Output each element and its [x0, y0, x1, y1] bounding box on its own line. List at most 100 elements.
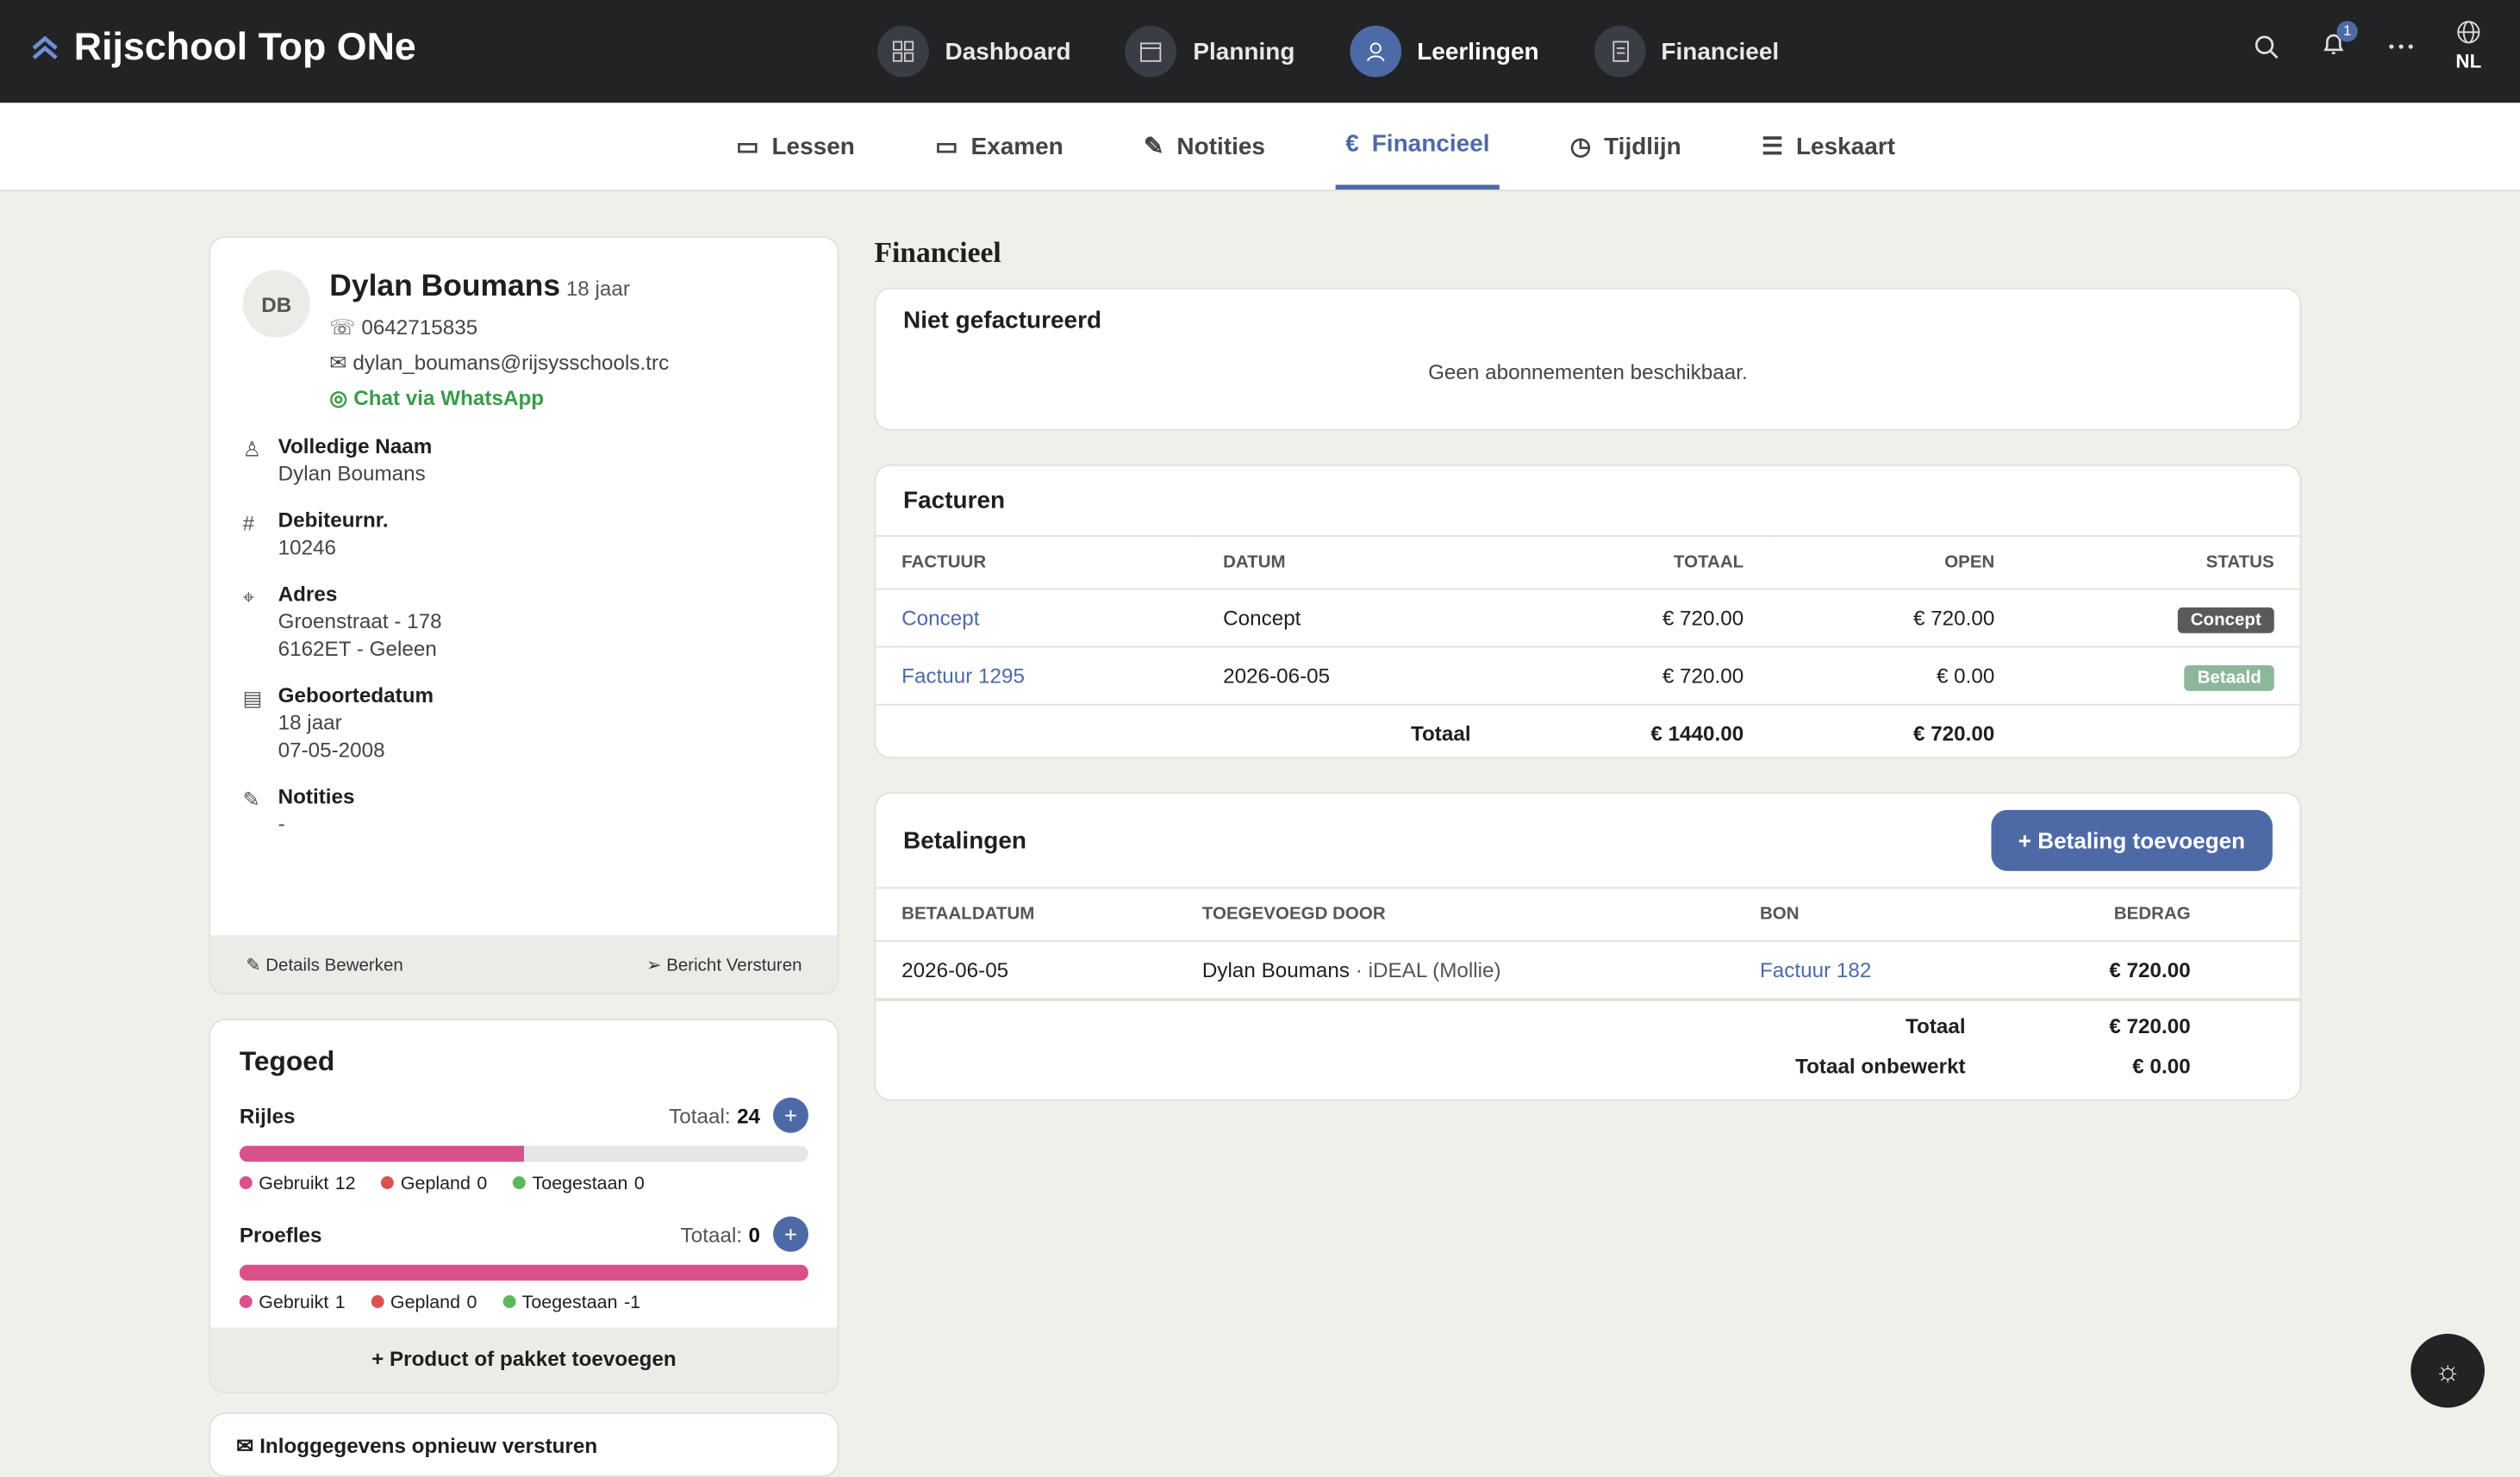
- nav-item[interactable]: Financieel: [1594, 25, 1779, 78]
- email: ✉ dylan_boumans@rijsysschools.trc: [329, 350, 670, 375]
- message-button[interactable]: ➢ Bericht Versturen: [646, 955, 802, 975]
- tab[interactable]: € Financieel: [1336, 103, 1500, 190]
- credit-name: Rijles: [239, 1103, 296, 1128]
- cell: € 720.00: [1769, 589, 2021, 648]
- card-title: Niet gefactureerd: [903, 307, 1102, 334]
- card-title: Facturen: [903, 487, 1006, 514]
- tab-label: Lessen: [771, 132, 855, 160]
- add-payment-button[interactable]: + Betaling toevoegen: [1991, 809, 2273, 871]
- brand-name: Rijschool Top ONe: [73, 25, 416, 70]
- legend-dot: [239, 1295, 253, 1308]
- cell: € 0.00: [1769, 646, 2021, 706]
- cell: € 720.00: [1496, 646, 1770, 706]
- profile-card: DB Dylan Boumans 18 jaar ☏ 0642715835 ✉ …: [209, 236, 839, 995]
- add-credit-button[interactable]: +: [772, 1216, 808, 1252]
- add-product[interactable]: + Product of pakket toevoegen: [210, 1327, 838, 1392]
- tab[interactable]: ▭ Examen: [935, 132, 1064, 161]
- tab[interactable]: ◷ Tijdlijn: [1569, 132, 1681, 161]
- status-badge: Betaald: [2184, 665, 2274, 691]
- credit-fill: [239, 1145, 524, 1162]
- field-label: Geboortedatum: [278, 682, 434, 707]
- cell: · iDEAL (Mollie): [1355, 957, 1501, 982]
- whatsapp-label: Chat via WhatsApp: [353, 385, 545, 410]
- credit-card: Tegoed Rijles Totaal: 24 + Gebruikt 12 Gepland…: [209, 1019, 839, 1393]
- invoices-table: FACTUUR DATUM TOTAAL OPEN STATUS Concept Conc…: [876, 534, 2300, 757]
- receipt-link[interactable]: Factuur 182: [1734, 940, 1978, 1000]
- nav-item[interactable]: Dashboard: [877, 25, 1071, 78]
- cell: 2026-06-05: [1197, 646, 1497, 706]
- total-label: Totaal:: [669, 1103, 731, 1128]
- column-header: TOEGEVOEGD DOOR: [1176, 887, 1735, 942]
- legend-label: Gebruikt: [259, 1175, 329, 1194]
- phone: ☏ 0642715835: [329, 315, 478, 340]
- student-age: 18 jaar: [565, 276, 630, 301]
- legend-value: -1: [623, 1293, 641, 1313]
- invoices-card: Facturen FACTUUR DATUM TOTAAL OPEN STATUS Co…: [874, 464, 2302, 759]
- total-value: € 1440.00: [1650, 721, 1744, 746]
- field-label: Volledige Naam: [278, 433, 433, 458]
- resend-label: Inloggegevens opnieuw versturen: [259, 1433, 598, 1458]
- notifications[interactable]: 1: [2321, 21, 2358, 60]
- column-header: STATUS: [2020, 534, 2300, 590]
- legend-label: Gebruikt: [259, 1293, 329, 1313]
- tab-label: Tijdlijn: [1604, 132, 1681, 160]
- tab-label: Notities: [1176, 132, 1266, 160]
- credit-item: Proefles Totaal: 0 + Gebruikt 1 Gepland 0 Toeges…: [239, 1216, 808, 1313]
- field-value: 6162ET - Geleen: [278, 636, 437, 661]
- nav-item[interactable]: Planning: [1126, 25, 1294, 78]
- section-title: Financieel: [874, 236, 1001, 269]
- theme-toggle[interactable]: ☼: [2411, 1333, 2485, 1408]
- tab-bar: ▭ Lessen ▭ Examen ✎ Notities € Financieel ◷ T…: [0, 103, 2520, 191]
- legend-value: 12: [334, 1175, 356, 1194]
- column-header: OPEN: [1769, 534, 2021, 590]
- button-label: Details Bewerken: [265, 955, 403, 975]
- legend-entry: Gepland 0: [381, 1175, 487, 1194]
- language[interactable]: NL: [2455, 19, 2481, 72]
- legend-label: Toegestaan: [532, 1175, 628, 1194]
- payments-table: BETAALDATUM TOEGEVOEGD DOOR BON BEDRAG 2026…: [876, 887, 2300, 1000]
- invoice-link[interactable]: Concept: [876, 589, 1198, 648]
- credit-legend: Gebruikt 1 Gepland 0 Toegestaan -1: [239, 1293, 808, 1313]
- brand[interactable]: Rijschool Top ONe: [29, 26, 416, 71]
- cell: Concept: [1197, 589, 1497, 648]
- credit-fill: [239, 1264, 808, 1281]
- tab[interactable]: ✎ Notities: [1144, 132, 1266, 161]
- tab[interactable]: ☰ Leskaart: [1761, 132, 1896, 161]
- avatar: DB: [242, 270, 310, 338]
- field: ♙ Volledige Naam Dylan Boumans: [242, 433, 433, 486]
- field: # Debiteurnr. 10246: [242, 508, 389, 559]
- legend-value: 0: [633, 1175, 645, 1194]
- credit-legend: Gebruikt 12 Gepland 0 Toegestaan 0: [239, 1175, 808, 1194]
- tab-label: Examen: [970, 132, 1064, 160]
- total-value: 24: [737, 1103, 761, 1128]
- invoice-link[interactable]: Factuur 1295: [876, 646, 1198, 706]
- search-icon[interactable]: [2253, 33, 2279, 59]
- whatsapp-link[interactable]: ◎ Chat via WhatsApp: [329, 385, 545, 410]
- legend-entry: Gepland 0: [371, 1293, 477, 1313]
- legend-dot: [513, 1176, 527, 1189]
- field-value: Dylan Boumans: [278, 461, 426, 486]
- more-icon[interactable]: [2388, 42, 2414, 48]
- tab[interactable]: ▭ Lessen: [736, 132, 855, 161]
- cell: 2026-06-05: [876, 940, 1177, 1000]
- legend-value: 1: [334, 1293, 346, 1313]
- resend-card[interactable]: ✉ Inloggegevens opnieuw versturen: [209, 1412, 839, 1477]
- column-header: BETAALDATUM: [876, 887, 1177, 942]
- column-header: BEDRAG: [1977, 887, 2300, 942]
- legend-dot: [371, 1295, 384, 1308]
- column-header: BON: [1734, 887, 1978, 942]
- credit-title: Tegoed: [239, 1045, 335, 1077]
- empty-message: Geen abonnementen beschikbaar.: [1428, 359, 1748, 384]
- legend-dot: [381, 1176, 395, 1189]
- add-credit-button[interactable]: +: [772, 1097, 808, 1133]
- tab-label: Financieel: [1371, 130, 1490, 158]
- language-code: NL: [2455, 49, 2482, 72]
- column-header: DATUM: [1197, 534, 1497, 590]
- nav-label: Dashboard: [945, 37, 1071, 65]
- total-label: Totaal onbewerkt: [1795, 1054, 1966, 1079]
- edit-button[interactable]: ✎ Details Bewerken: [246, 955, 403, 975]
- total-label: Totaal: [1906, 1013, 1966, 1038]
- credit-bar: [239, 1145, 808, 1162]
- nav-item[interactable]: Leerlingen: [1349, 25, 1539, 78]
